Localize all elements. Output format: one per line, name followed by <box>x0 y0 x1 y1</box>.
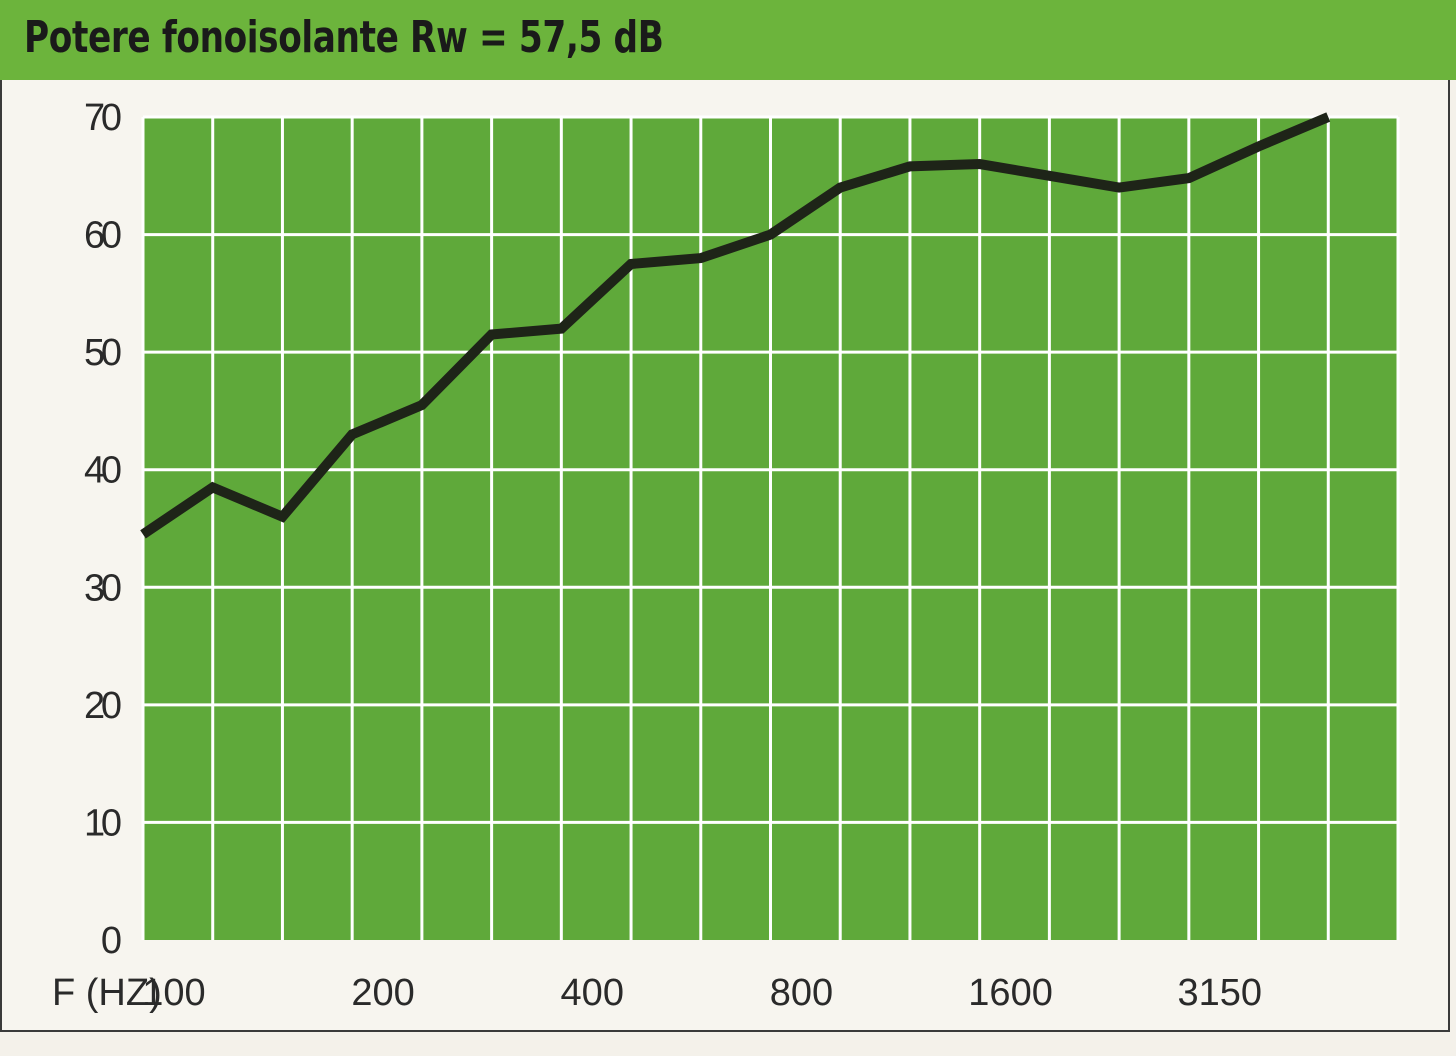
title-bar: Potere fonoisolante Rw = 57,5 dB <box>0 0 1456 80</box>
x-tick-label: 3150 <box>1177 972 1262 1014</box>
y-tick-label: 20 <box>84 685 122 727</box>
x-axis-label: F (HZ) <box>52 972 162 1014</box>
x-tick-label: 800 <box>770 972 833 1014</box>
series-line <box>140 112 1331 539</box>
x-axis: 100 200 400 800 1600 3150 <box>142 972 1262 1014</box>
x-tick-label: 100 <box>142 972 205 1014</box>
x-tick-label: 1600 <box>968 972 1053 1014</box>
y-axis: 0 10 20 30 40 50 60 70 <box>84 97 122 962</box>
chart-title: Potere fonoisolante Rw = 57,5 dB <box>24 12 664 63</box>
y-tick-label: 60 <box>84 215 122 257</box>
y-tick-label: 50 <box>84 332 122 374</box>
y-tick-label: 10 <box>84 802 122 844</box>
x-tick-label: 400 <box>561 972 624 1014</box>
y-tick-label: 70 <box>84 97 122 139</box>
x-tick-label: 200 <box>351 972 414 1014</box>
y-tick-label: 30 <box>84 567 122 609</box>
y-tick-label: 40 <box>84 450 122 492</box>
y-tick-label: 0 <box>101 920 122 962</box>
